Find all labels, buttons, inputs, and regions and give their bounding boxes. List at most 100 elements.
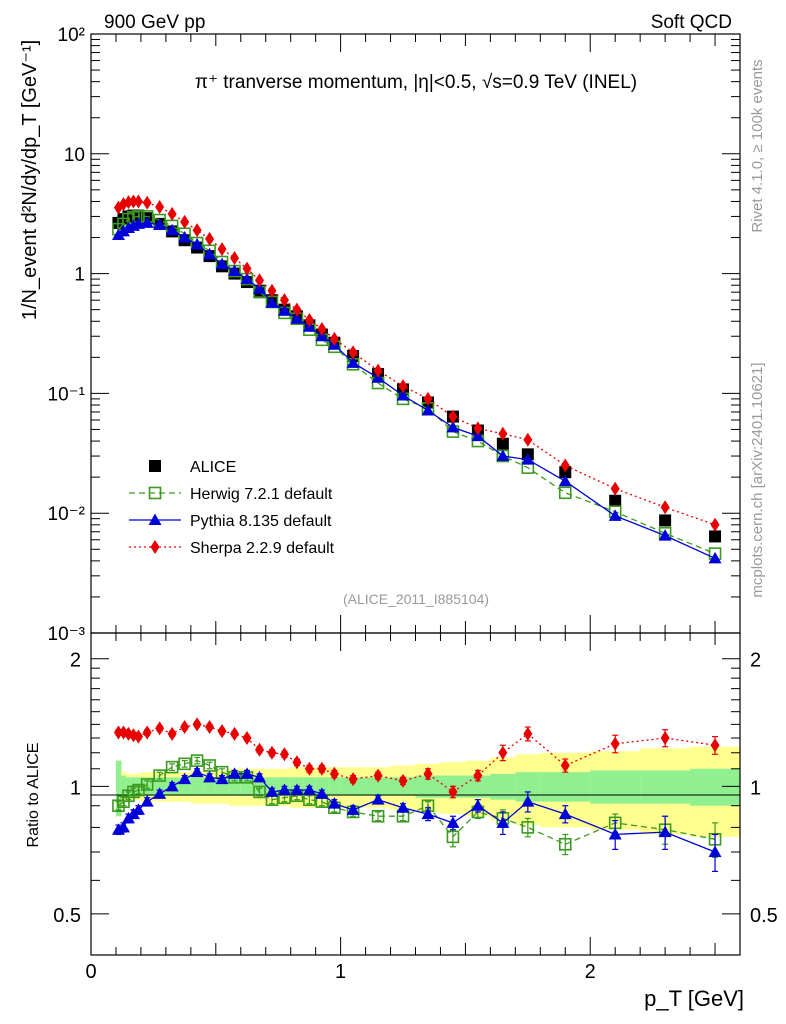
pythia-8-135-default-point [178,231,192,243]
mcplots-label: mcplots.cern.ch [arXiv:2401.10621] [749,362,766,597]
pythia-8-135-default-ratio-point [290,783,304,796]
ratio-band-inner-bin [365,777,392,796]
sherpa-2-2-9-default-point [292,302,302,317]
main-y-tick-label: 10⁻² [48,504,86,525]
sherpa-2-2-9-default-point [167,206,177,221]
main-y-tick-label: 10⁻¹ [48,384,86,405]
sherpa-2-2-9-default-point [279,293,289,308]
alice-point [496,437,509,450]
sherpa-2-2-9-default-ratio-point [230,726,240,741]
pythia-8-135-default-ratio-point [203,770,217,783]
ratio-y-tick-label-right: 1 [750,777,761,799]
main-y-tick-label: 10 [64,145,85,166]
ratio-band-inner-bin [228,777,242,796]
x-tick-label: 2 [585,961,596,983]
herwig-7-2-1-default-ratio-point [140,778,154,791]
pythia-8-135-default-ratio-point [327,797,341,809]
pythia-8-135-default-point [290,312,304,324]
x-axis-label: p_T [GeV] [644,986,744,1011]
sherpa-2-2-9-default-point [473,421,483,436]
ratio-y-tick-label-left: 2 [70,650,81,672]
legend-label: Herwig 7.2.1 default [190,486,333,503]
pythia-8-135-default-ratio-point [658,825,672,838]
pythia-8-135-default-ratio-point [421,807,435,820]
pythia-8-135-default-ratio-point [228,767,242,779]
sherpa-2-2-9-default-point [610,481,620,496]
ratio-y-tick-label-right: 2 [750,650,761,672]
sherpa-2-2-9-default-point [317,321,327,336]
alice-point [659,514,672,527]
sherpa-2-2-9-default-ratio-point [560,758,570,773]
pythia-8-135-default-point [421,403,435,416]
main-y-tick-label: 1 [74,265,85,286]
sherpa-2-2-9-default-point [329,331,339,346]
pythia-8-135-default-point [658,529,672,541]
ratio-panel: 0.5 0.5 1 1 2 2 0 1 2 Ratio to ALICE p_T [GeV] [25,632,778,1011]
x-tick-label: 1 [335,961,346,983]
ratio-y-axis-label: Ratio to ALICE [25,743,42,848]
ratio-band-inner-bin [640,770,691,804]
sherpa-2-2-9-default-ratio-point [279,747,289,762]
legend-label: Sherpa 2.2.9 default [190,540,335,557]
pythia-8-135-default-point [521,453,535,465]
legend: ALICE Herwig 7.2.1 default Pythia 8.135 de… [129,459,335,557]
pythia-8-135-default-ratio-point [116,820,130,833]
sherpa-2-2-9-default-point [205,231,215,246]
pythia-8-135-default-ratio-point [153,787,167,799]
sherpa-2-2-9-default-ratio-point [523,726,533,741]
pythia-8-135-default-ratio-point [252,770,266,783]
sherpa-2-2-9-default-ratio-point [610,736,620,751]
pythia-8-135-default-point [265,296,279,308]
pythia-8-135-default-ratio-point [165,779,179,792]
sherpa-2-2-9-default-point [373,363,383,378]
pythia-8-135-default-ratio-point [178,772,192,785]
pythia-8-135-default-point [190,237,204,250]
pythia-8-135-default-point [240,272,254,285]
header-right: Soft QCD [651,12,732,33]
ratio-band-inner-bin [690,768,741,806]
legend-marker [148,486,162,500]
ratio-series-sherpa-2-2-9-default [113,717,720,799]
main-y-tick-labels: 10⁻³ 10⁻² 10⁻¹ 1 10 10² [48,25,86,645]
legend-item-herwig-7-2-1-default: Herwig 7.2.1 default [129,486,333,503]
sherpa-2-2-9-default-point [304,312,314,327]
herwig-7-2-1-default-ratio-point [521,821,535,834]
legend-marker [148,513,162,525]
sherpa-2-2-9-default-ratio-point [304,761,314,776]
ratio-band-inner-bin [115,760,122,817]
sherpa-2-2-9-default-point [230,250,240,265]
herwig-7-2-1-default-line [118,215,716,555]
pythia-8-135-default-ratio-point [190,765,204,778]
sherpa-2-2-9-default-ratio-point [205,720,215,735]
legend-label: ALICE [190,459,236,476]
herwig-7-2-1-default-point [558,486,572,500]
ratio-band-inner-bin [415,775,441,798]
herwig-7-2-1-default-ratio-point [253,785,266,799]
ratio-band-inner-bin [490,773,516,800]
ratio-tick-labels: 0.5 0.5 1 1 2 2 0 1 2 [53,650,778,983]
ratio-band-inner-bin [120,775,127,798]
ratio-series [111,717,722,872]
sherpa-2-2-9-default-point [710,517,720,532]
pythia-8-135-default-line [118,222,716,559]
sherpa-2-2-9-default-point [660,500,670,515]
pythia-8-135-default-ratio-point [446,816,460,828]
sherpa-2-2-9-default-ratio-point [317,761,327,776]
pythia-8-135-default-ratio-point [558,807,572,820]
sherpa-2-2-9-default-ratio-point [180,720,190,735]
x-tick-label: 0 [85,961,96,983]
sherpa-2-2-9-default-ratio-point [142,725,152,740]
pythia-8-135-default-ratio-point [396,801,410,813]
ratio-band-inner-bin [315,777,329,796]
sherpa-2-2-9-default-point [142,195,152,210]
sherpa-2-2-9-default-point [523,432,533,447]
sherpa-2-2-9-default-ratio-point [398,773,408,788]
sherpa-2-2-9-default-ratio-point [710,738,720,753]
pythia-8-135-default-point [131,217,145,229]
sherpa-2-2-9-default-point [254,273,264,288]
pythia-8-135-default-ratio-point [277,783,291,796]
pythia-8-135-default-ratio-point [240,767,254,779]
legend-item-alice: ALICE [149,459,236,476]
sherpa-2-2-9-default-point [217,242,227,257]
